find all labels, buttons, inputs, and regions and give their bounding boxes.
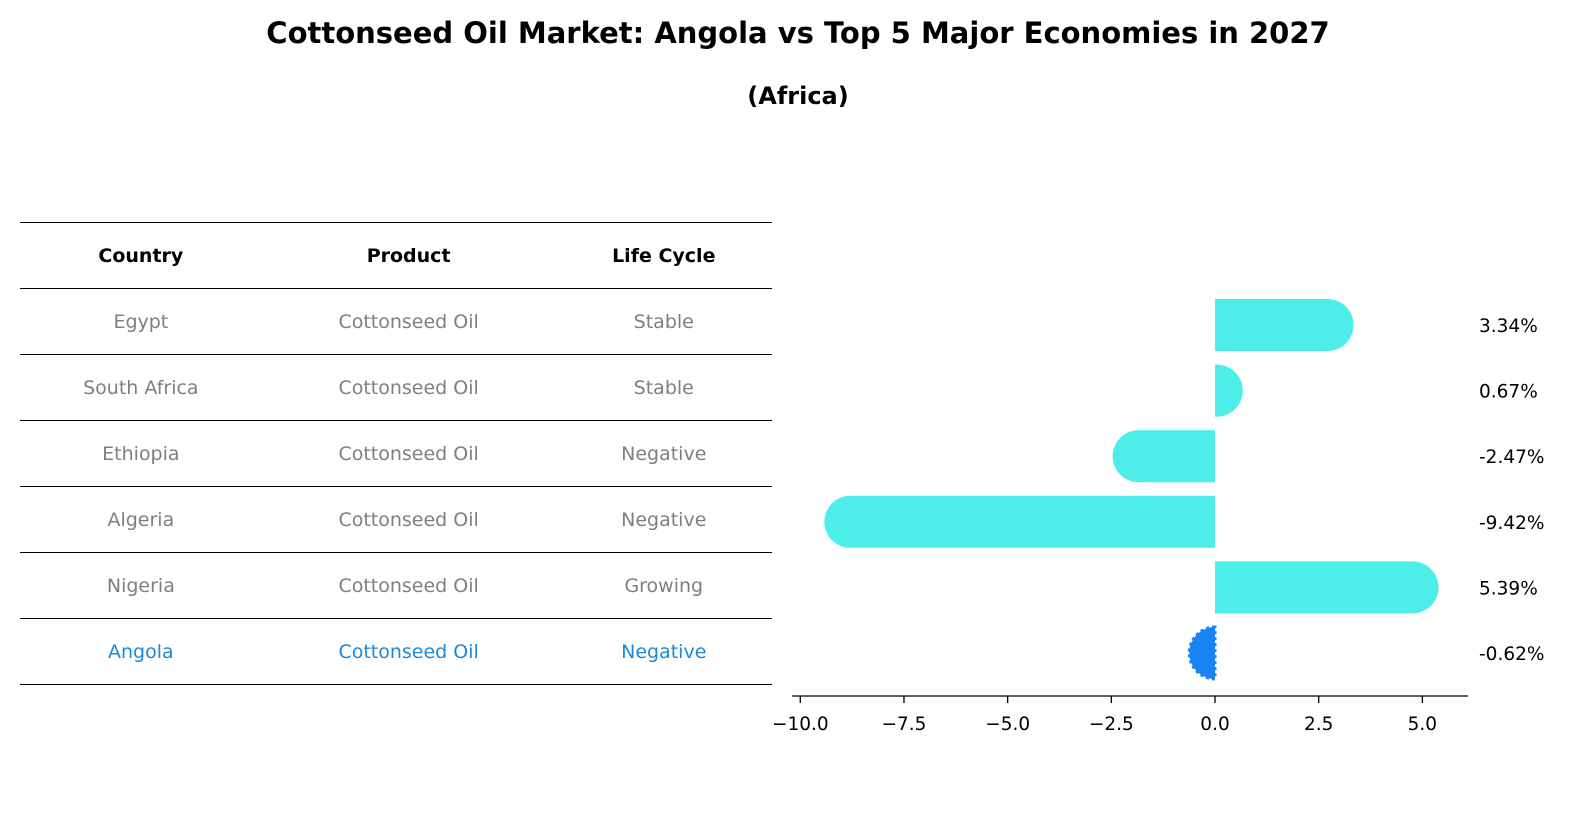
header-life-cycle: Life Cycle — [555, 222, 772, 289]
bar-south-africa — [1215, 364, 1243, 417]
bar-algeria — [824, 495, 1216, 548]
value-label: -0.62% — [1479, 644, 1544, 665]
value-label: 5.39% — [1479, 578, 1538, 599]
bar-ethiopia — [1112, 430, 1216, 483]
value-label: -2.47% — [1479, 447, 1544, 468]
cell-product: Cottonseed Oil — [261, 486, 556, 553]
cell-life-cycle: Stable — [555, 354, 772, 421]
cell-country: South Africa — [20, 354, 262, 421]
cell-life-cycle: Negative — [555, 618, 772, 685]
table-header-row: Country Product Life Cycle — [20, 222, 772, 289]
x-tick-label: −2.5 — [1089, 714, 1134, 735]
x-tick-label: −7.5 — [882, 714, 927, 735]
header-product: Product — [261, 222, 556, 289]
info-table: Country Product Life Cycle Egypt Cottons… — [20, 222, 772, 685]
value-label: 3.34% — [1479, 316, 1538, 337]
bar-angola — [1187, 625, 1217, 681]
x-tick-label: 0.0 — [1200, 714, 1229, 735]
cell-life-cycle: Negative — [555, 486, 772, 553]
cell-life-cycle: Growing — [555, 552, 772, 619]
cell-life-cycle: Stable — [555, 288, 772, 355]
x-tick-label: −5.0 — [985, 714, 1030, 735]
x-tick-label: 2.5 — [1304, 714, 1333, 735]
table-row: Egypt Cottonseed Oil Stable — [20, 288, 772, 355]
table-row: South Africa Cottonseed Oil Stable — [20, 354, 772, 421]
header-country: Country — [20, 222, 262, 289]
cell-country: Algeria — [20, 486, 262, 553]
bar-egypt — [1215, 299, 1354, 351]
cell-product: Cottonseed Oil — [261, 618, 556, 685]
cell-life-cycle: Negative — [555, 420, 772, 487]
table-row: Nigeria Cottonseed Oil Growing — [20, 552, 772, 619]
cell-country: Nigeria — [20, 552, 262, 619]
x-tick-label: 5.0 — [1408, 714, 1437, 735]
bar-nigeria — [1215, 561, 1439, 614]
table-row-highlight: Angola Cottonseed Oil Negative — [20, 618, 772, 685]
value-label: 0.67% — [1479, 382, 1538, 403]
table-row: Ethiopia Cottonseed Oil Negative — [20, 420, 772, 487]
cell-country: Angola — [20, 618, 262, 685]
cell-country: Egypt — [20, 288, 262, 355]
cell-product: Cottonseed Oil — [261, 288, 556, 355]
x-tick-label: −10.0 — [772, 714, 829, 735]
chart-title: Cottonseed Oil Market: Angola vs Top 5 M… — [266, 16, 1330, 50]
value-label: -9.42% — [1479, 513, 1544, 534]
table-row: Algeria Cottonseed Oil Negative — [20, 486, 772, 553]
cell-country: Ethiopia — [20, 420, 262, 487]
cell-product: Cottonseed Oil — [261, 420, 556, 487]
chart-subtitle: (Africa) — [747, 82, 849, 110]
cell-product: Cottonseed Oil — [261, 354, 556, 421]
